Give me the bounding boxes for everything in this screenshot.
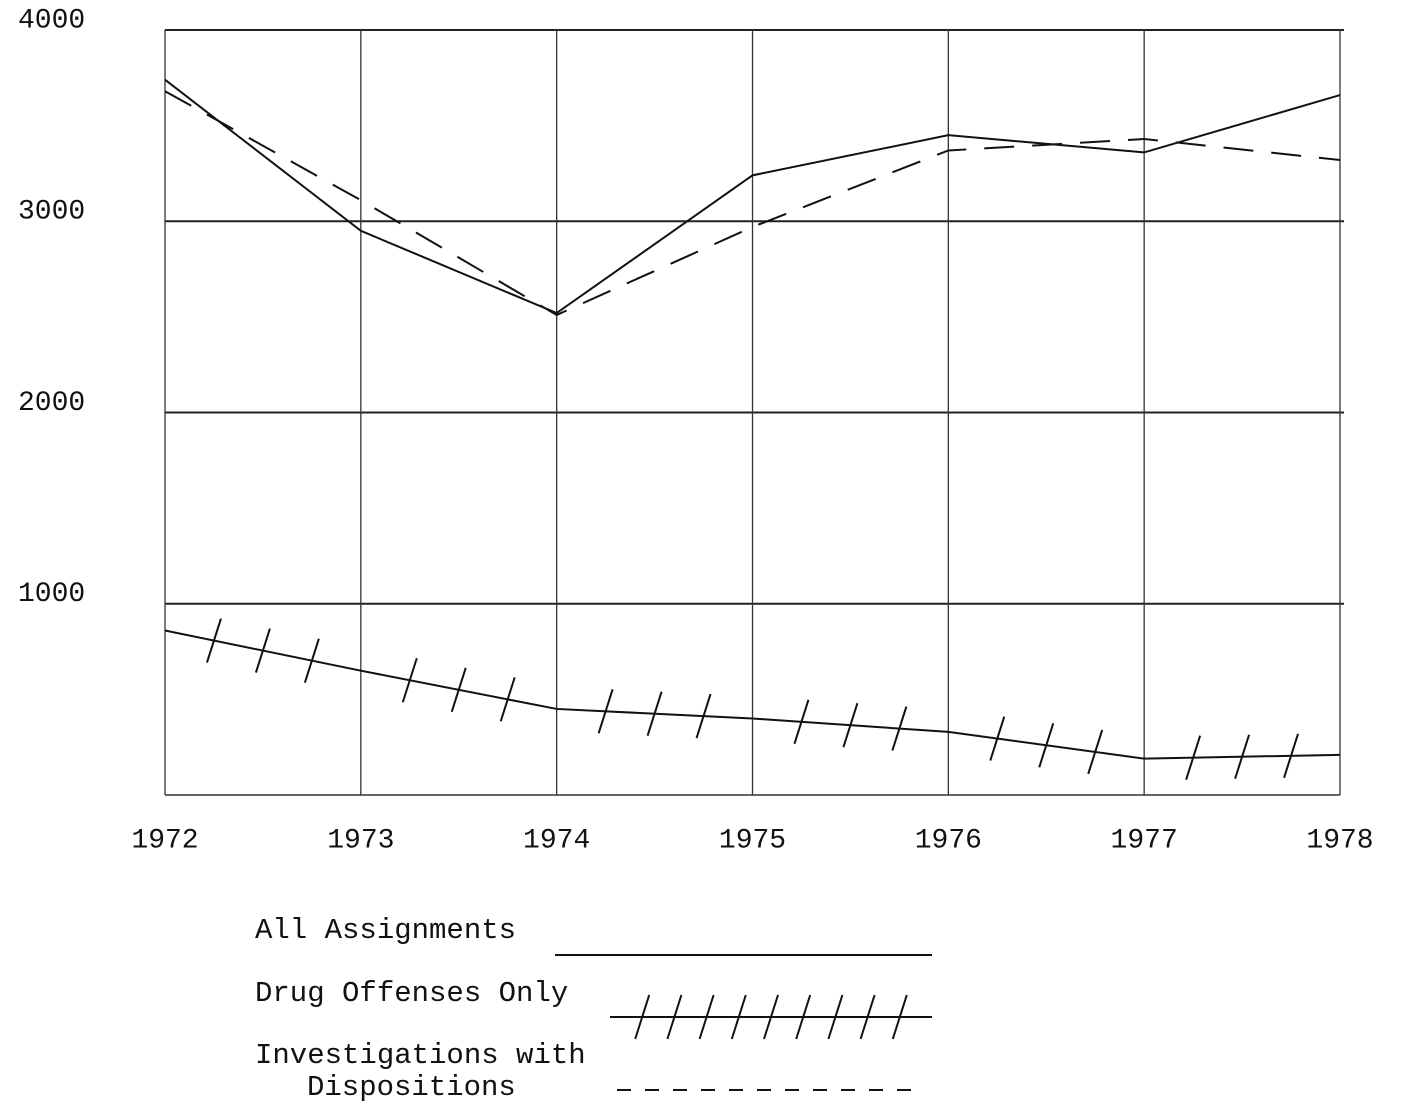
legend-label: Investigations with Dispositions <box>255 1039 586 1104</box>
hatch-mark <box>795 994 812 1040</box>
hatch-mark <box>597 689 614 734</box>
hatch-mark <box>695 693 712 739</box>
hatch-mark <box>989 716 1006 761</box>
x-tick-label: 1978 <box>1306 825 1373 856</box>
hatch-mark <box>254 628 271 673</box>
x-tick-label: 1974 <box>523 825 590 856</box>
hatch-mark <box>646 691 663 737</box>
hatch-mark <box>827 994 844 1040</box>
y-tick-label: 4000 <box>18 5 85 36</box>
hatch-mark <box>401 657 418 703</box>
legend-label: All Assignments <box>255 914 517 947</box>
hatch-mark <box>730 994 747 1040</box>
hatch-mark <box>698 994 715 1040</box>
hatch-mark <box>666 994 683 1040</box>
x-tick-label: 1975 <box>719 825 786 856</box>
hatch-mark <box>842 702 859 748</box>
hatch-mark <box>1038 722 1055 768</box>
hatch-mark <box>499 677 516 722</box>
hatch-mark <box>1087 729 1104 775</box>
hatch-mark <box>1185 735 1202 781</box>
hatch-mark <box>793 699 810 745</box>
x-tick-label: 1976 <box>915 825 982 856</box>
x-tick-label: 1972 <box>131 825 198 856</box>
hatch-mark <box>303 638 320 683</box>
legend-label: Drug Offenses Only <box>255 977 569 1010</box>
hatch-mark <box>450 667 467 713</box>
x-tick-label: 1977 <box>1111 825 1178 856</box>
hatch-mark <box>634 994 651 1040</box>
series-line <box>164 629 1341 760</box>
series-line <box>164 78 1341 315</box>
y-tick-label: 1000 <box>18 579 85 610</box>
hatch-mark <box>859 994 876 1040</box>
hatch-mark <box>206 618 222 663</box>
hatch-mark <box>1234 734 1251 780</box>
hatch-mark <box>1283 733 1299 779</box>
hatch-mark <box>891 994 908 1040</box>
hatch-mark <box>891 706 908 751</box>
x-tick-label: 1973 <box>327 825 394 856</box>
y-tick-label: 2000 <box>18 388 85 419</box>
hatch-mark <box>763 994 779 1040</box>
series-line <box>164 90 1341 317</box>
y-tick-label: 3000 <box>18 197 85 228</box>
